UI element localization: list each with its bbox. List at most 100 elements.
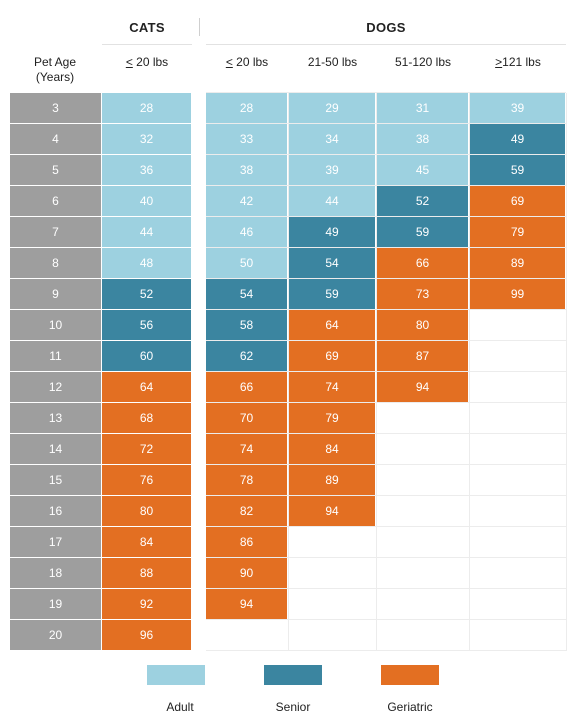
group-title-dogs: DOGS (366, 20, 406, 35)
grid-line-horizontal (206, 309, 566, 310)
grid-line-horizontal (206, 650, 566, 651)
value-cell-geriatric: 72 (102, 434, 191, 464)
value-cell-geriatric: 88 (102, 558, 191, 588)
value-cell-adult: 44 (289, 186, 375, 216)
age-cell: 10 (10, 310, 101, 340)
column-header-text: 21-50 lbs (307, 55, 358, 69)
value-cell-geriatric: 94 (289, 496, 375, 526)
value-cell-geriatric: 66 (206, 372, 287, 402)
value-cell-senior: 58 (206, 310, 287, 340)
value-cell-geriatric: 78 (206, 465, 287, 495)
value-cell-senior: 56 (102, 310, 191, 340)
value-cell-adult: 44 (102, 217, 191, 247)
age-cell: 8 (10, 248, 101, 278)
group-title-cats: CATS (129, 20, 165, 35)
value-cell-adult: 42 (206, 186, 287, 216)
value-cell-geriatric: 79 (289, 403, 375, 433)
value-cell-geriatric: 76 (102, 465, 191, 495)
legend-label-senior: Senior (275, 700, 311, 714)
column-header-text: 20 lbs (232, 55, 269, 69)
value-cell-geriatric: 94 (377, 372, 468, 402)
value-cell-adult: 34 (289, 124, 375, 154)
value-cell-senior: 60 (102, 341, 191, 371)
grid-line-vertical (469, 93, 470, 651)
value-cell-adult: 39 (470, 93, 565, 123)
grid-line-horizontal (206, 278, 566, 279)
value-cell-adult: 28 (206, 93, 287, 123)
grid-line-horizontal (206, 247, 566, 248)
value-cell-geriatric: 89 (470, 248, 565, 278)
age-cell: 4 (10, 124, 101, 154)
column-header-symbol: < (125, 55, 133, 69)
value-cell-senior: 52 (102, 279, 191, 309)
group-underline-dogs (206, 44, 566, 45)
value-cell-senior: 59 (470, 155, 565, 185)
value-cell-geriatric: 90 (206, 558, 287, 588)
age-cell: 17 (10, 527, 101, 557)
value-cell-geriatric: 73 (377, 279, 468, 309)
column-header-symbol: < (225, 55, 233, 69)
value-cell-geriatric: 69 (470, 186, 565, 216)
column-header-4: >121 lbs (470, 55, 566, 70)
age-cell: 5 (10, 155, 101, 185)
value-cell-geriatric: 84 (289, 434, 375, 464)
group-underline-cats (102, 44, 192, 45)
value-cell-geriatric: 69 (289, 341, 375, 371)
value-cell-adult: 38 (206, 155, 287, 185)
grid-line-horizontal (206, 557, 566, 558)
value-cell-geriatric: 92 (102, 589, 191, 619)
value-cell-geriatric: 99 (470, 279, 565, 309)
value-cell-geriatric: 86 (206, 527, 287, 557)
value-cell-geriatric: 96 (102, 620, 191, 650)
grid-line-horizontal (206, 495, 566, 496)
age-cell: 12 (10, 372, 101, 402)
value-cell-senior: 62 (206, 341, 287, 371)
value-cell-geriatric: 84 (102, 527, 191, 557)
grid-line-vertical (566, 93, 567, 651)
age-cell: 3 (10, 93, 101, 123)
legend-label-adult: Adult (166, 700, 194, 714)
grid-line-vertical (288, 93, 289, 651)
age-cell: 20 (10, 620, 101, 650)
age-cell: 11 (10, 341, 101, 371)
column-header-text: 121 lbs (502, 55, 541, 69)
value-cell-adult: 31 (377, 93, 468, 123)
value-cell-geriatric: 70 (206, 403, 287, 433)
grid-line-horizontal (206, 402, 566, 403)
value-cell-adult: 36 (102, 155, 191, 185)
value-cell-geriatric: 89 (289, 465, 375, 495)
column-header-symbol: > (495, 55, 503, 69)
grid-line-horizontal (206, 92, 566, 93)
value-cell-geriatric: 80 (102, 496, 191, 526)
column-header-text: 20 lbs (132, 55, 169, 69)
grid-line-horizontal (206, 526, 566, 527)
column-header-3: 51-120 lbs (377, 55, 469, 70)
value-cell-geriatric: 80 (377, 310, 468, 340)
legend-swatch-adult (147, 665, 205, 685)
grid-line-horizontal (206, 154, 566, 155)
age-cell: 14 (10, 434, 101, 464)
age-cell: 15 (10, 465, 101, 495)
value-cell-senior: 59 (377, 217, 468, 247)
grid-line-horizontal (206, 185, 566, 186)
age-cell: 9 (10, 279, 101, 309)
value-cell-geriatric: 64 (289, 310, 375, 340)
value-cell-senior: 54 (206, 279, 287, 309)
value-cell-geriatric: 68 (102, 403, 191, 433)
value-cell-geriatric: 94 (206, 589, 287, 619)
grid-line-vertical (376, 93, 377, 651)
row-header-line2: (Years) (35, 70, 75, 84)
value-cell-senior: 59 (289, 279, 375, 309)
value-cell-adult: 50 (206, 248, 287, 278)
grid-line-horizontal (206, 588, 566, 589)
grid-line-horizontal (206, 619, 566, 620)
value-cell-adult: 33 (206, 124, 287, 154)
value-cell-geriatric: 82 (206, 496, 287, 526)
value-cell-geriatric: 64 (102, 372, 191, 402)
group-separator (199, 18, 200, 36)
legend-label-geriatric: Geriatric (387, 700, 433, 714)
age-cell: 18 (10, 558, 101, 588)
value-cell-adult: 45 (377, 155, 468, 185)
value-cell-senior: 49 (289, 217, 375, 247)
grid-line-horizontal (206, 464, 566, 465)
